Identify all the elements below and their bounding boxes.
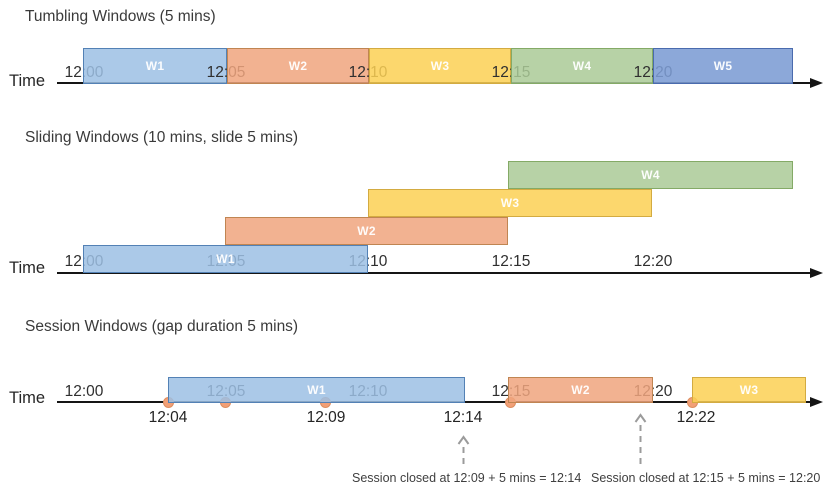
window-label: W2: [571, 383, 590, 397]
window-label: W3: [500, 196, 520, 210]
window-label: W2: [357, 224, 376, 238]
event-time-label: 12:22: [676, 409, 716, 426]
window-label: W1: [307, 383, 326, 397]
window-label: W1: [145, 59, 165, 73]
event-time-label: 12:04: [148, 409, 188, 426]
window-bar-w4: W4: [508, 161, 793, 189]
timeline-arrowhead-icon: [810, 267, 823, 278]
window-label: W5: [713, 59, 733, 73]
session-windows-title: Session Windows (gap duration 5 mins): [25, 318, 299, 335]
event-time-label: 12:09: [306, 409, 346, 426]
time-axis-label: Time: [9, 389, 46, 407]
window-bar-w3: W3: [369, 48, 511, 84]
window-label: W2: [288, 59, 308, 73]
tumbling-windows-title: Tumbling Windows (5 mins): [25, 8, 216, 25]
timeline-arrowhead-icon: [810, 77, 823, 88]
window-bar-w1: W1: [83, 48, 227, 84]
timeline: [57, 272, 810, 275]
session-close-annotation: Session closed at 12:15 + 5 mins = 12:20: [591, 471, 821, 485]
window-label: W4: [572, 59, 592, 73]
session-close-arrow-icon: [634, 413, 647, 471]
timeline-label: 12:00: [64, 383, 104, 400]
timeline-label: 12:20: [633, 253, 673, 270]
window-bar-w2: W2: [508, 377, 653, 403]
timeline-label: 12:15: [491, 253, 531, 270]
window-bar-w2: W2: [225, 217, 508, 245]
session-close-annotation: Session closed at 12:09 + 5 mins = 12:14: [352, 471, 582, 485]
window-bar-w2: W2: [227, 48, 369, 84]
time-axis-label: Time: [9, 72, 46, 90]
time-axis-label: Time: [9, 259, 46, 277]
window-bar-w1: W1: [168, 377, 465, 403]
window-label: W4: [641, 168, 660, 182]
event-time-label: 12:14: [443, 409, 483, 426]
window-label: W1: [216, 252, 235, 266]
window-bar-w5: W5: [653, 48, 793, 84]
window-bar-w1: W1: [83, 245, 368, 273]
window-bar-w4: W4: [511, 48, 653, 84]
timeline-arrowhead-icon: [810, 396, 823, 407]
session-close-arrow-icon: [457, 435, 470, 471]
window-label: W3: [430, 59, 450, 73]
sliding-windows-title: Sliding Windows (10 mins, slide 5 mins): [25, 129, 299, 146]
window-bar-w3: W3: [368, 189, 652, 217]
window-label: W3: [739, 383, 759, 397]
window-bar-w3: W3: [692, 377, 806, 403]
